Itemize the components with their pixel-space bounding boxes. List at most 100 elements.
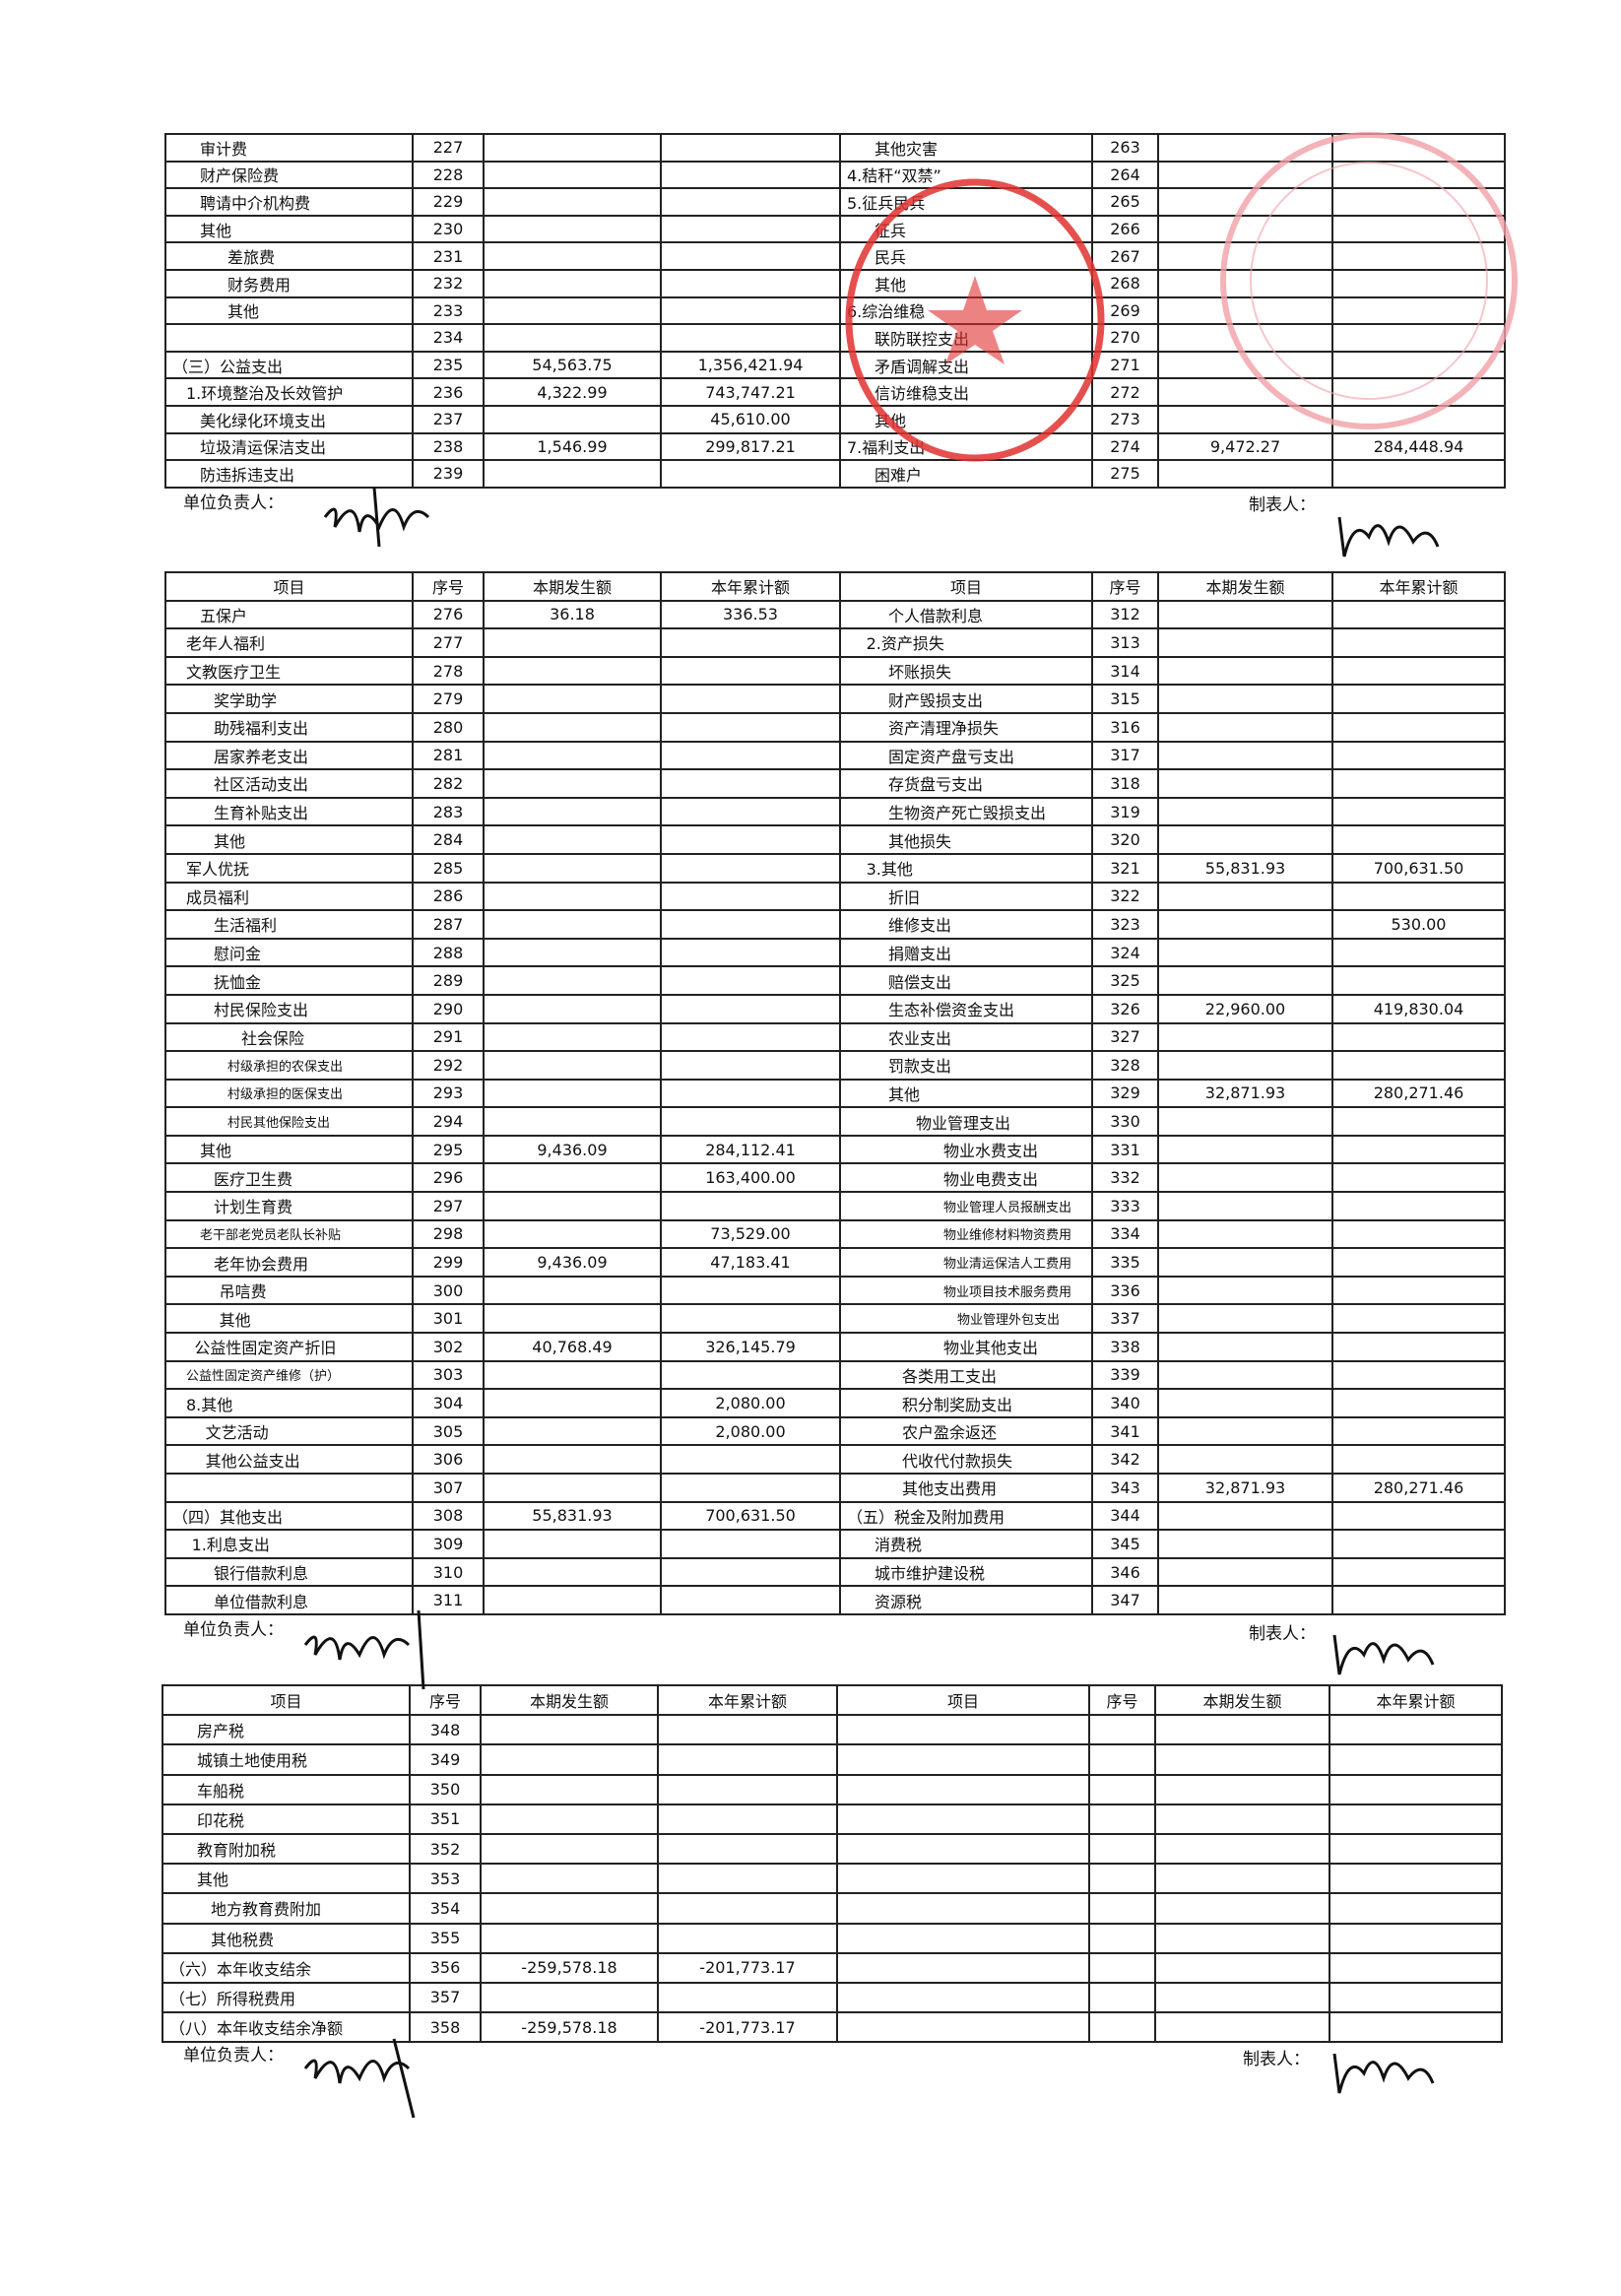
item-name: 审计费: [164, 133, 414, 163]
item-name: [836, 1743, 1090, 1776]
current-period-amount: [1154, 1714, 1330, 1746]
item-name: 其他损失: [839, 824, 1093, 855]
current-period-amount: [1157, 459, 1333, 489]
current-period-amount: [1157, 323, 1333, 353]
current-period-amount: [1157, 350, 1333, 380]
item-name: [836, 1951, 1090, 1984]
table-row: 单位借款利息 311 资源税 347: [164, 1585, 1506, 1615]
item-name: 地方教育费附加: [162, 1892, 411, 1925]
year-to-date-amount: [660, 768, 841, 799]
sequence-number: 344: [1091, 1500, 1159, 1532]
item-name: 其他: [839, 268, 1093, 298]
current-period-amount: [483, 993, 662, 1024]
sequence-number: 238: [412, 431, 485, 462]
current-period-amount: [1157, 1444, 1333, 1475]
year-to-date-amount: 299,817.21: [660, 431, 841, 462]
current-period-amount: [483, 824, 662, 855]
sequence-number: 343: [1091, 1473, 1159, 1503]
current-period-amount: [483, 1162, 662, 1194]
current-period-amount: [483, 627, 662, 658]
sequence-number: 271: [1091, 350, 1159, 380]
year-to-date-amount: [1329, 1951, 1503, 1984]
sequence-number: 265: [1091, 187, 1159, 217]
current-period-amount: [480, 1922, 659, 1954]
sequence-number: [1088, 1832, 1156, 1866]
item-name: 老年协会费用: [164, 1247, 414, 1278]
year-to-date-amount: [660, 684, 841, 714]
year-to-date-amount: [1331, 160, 1506, 190]
year-to-date-amount: [1331, 824, 1506, 855]
year-to-date-amount: 700,631.50: [660, 1500, 841, 1532]
sequence-number: [1088, 1892, 1156, 1925]
year-to-date-amount: [1331, 295, 1506, 326]
year-to-date-amount: [660, 655, 841, 687]
sequence-number: 333: [1091, 1191, 1159, 1221]
year-to-date-amount: [660, 1529, 841, 1559]
current-period-amount: [1154, 1863, 1330, 1895]
current-period-amount: [1157, 599, 1333, 630]
year-to-date-amount: [660, 268, 841, 298]
current-period-amount: 32,871.93: [1157, 1473, 1333, 1503]
item-name: [836, 1922, 1090, 1954]
item-name: 公益性固定资产维修（护）: [164, 1359, 414, 1391]
current-period-amount: [1157, 160, 1333, 190]
item-name: 防违拆违支出: [164, 459, 414, 489]
year-to-date-amount: [1331, 684, 1506, 714]
column-header: 项目: [162, 1683, 411, 1717]
year-to-date-amount: [1331, 655, 1506, 687]
sequence-number: 285: [412, 852, 485, 884]
table-row: 村民其他保险支出 294 物业管理支出 330: [164, 1106, 1506, 1137]
header-row: 项目 序号 本期发生额 本年累计额 项目 序号 本期发生额 本年累计额: [164, 571, 1506, 602]
year-to-date-amount: [660, 740, 841, 771]
item-name: 1.利息支出: [164, 1529, 414, 1559]
current-period-amount: 32,871.93: [1157, 1078, 1333, 1109]
sequence-number: 352: [409, 1832, 482, 1866]
preparer-label: 制表人：: [1243, 2050, 1310, 2069]
sequence-number: 338: [1091, 1332, 1159, 1362]
item-name: （七）所得税费用: [162, 1981, 411, 2014]
item-name: 村民其他保险支出: [164, 1106, 414, 1137]
current-period-amount: [1157, 1359, 1333, 1391]
sequence-number: 353: [409, 1863, 482, 1895]
year-to-date-amount: [1331, 965, 1506, 996]
sequence-number: 347: [1091, 1585, 1159, 1615]
item-name: 物业电费支出: [839, 1162, 1093, 1194]
year-to-date-amount: 1,356,421.94: [660, 350, 841, 380]
current-period-amount: 54,563.75: [483, 350, 662, 380]
table-row: （三）公益支出 235 54,563.75 1,356,421.94 矛盾调解支出 271: [164, 350, 1506, 380]
item-name: 联防联控支出: [839, 323, 1093, 353]
item-name: （五）税金及附加费用: [839, 1500, 1093, 1532]
year-to-date-amount: [1331, 187, 1506, 217]
sequence-number: 227: [412, 133, 485, 163]
sequence-number: 233: [412, 295, 485, 326]
sequence-number: 231: [412, 241, 485, 271]
sequence-number: [1088, 1803, 1156, 1835]
item-name: 军人优抚: [164, 852, 414, 884]
sequence-number: 345: [1091, 1529, 1159, 1559]
sequence-number: 351: [409, 1803, 482, 1835]
item-name: 助残福利支出: [164, 711, 414, 743]
year-to-date-amount: [1331, 740, 1506, 771]
table-row: 垃圾清运保洁支出 238 1,546.99 299,817.21 7.福利支出 274 9,…: [164, 431, 1506, 462]
year-to-date-amount: [1331, 1050, 1506, 1081]
year-to-date-amount: [1331, 1529, 1506, 1559]
item-name: 村民保险支出: [164, 993, 414, 1024]
sequence-number: 305: [412, 1415, 485, 1447]
table-row: 助残福利支出 280 资产清理净损失 316: [164, 711, 1506, 743]
year-to-date-amount: [660, 852, 841, 884]
table-row: （四）其他支出 308 55,831.93 700,631.50 （五）税金及附加费用 3…: [164, 1500, 1506, 1532]
sequence-number: 358: [409, 2011, 482, 2044]
current-period-amount: [480, 1773, 659, 1805]
sequence-number: 298: [412, 1218, 485, 1250]
item-name: [164, 323, 414, 353]
table-row: 成员福利 286 折旧 322: [164, 881, 1506, 912]
year-to-date-amount: [1331, 268, 1506, 298]
current-period-amount: [483, 1050, 662, 1081]
year-to-date-amount: [1331, 377, 1506, 407]
current-period-amount: [483, 711, 662, 743]
item-name: 老干部老党员老队长补贴: [164, 1218, 414, 1250]
table-row: 美化绿化环境支出 237 45,610.00 其他 273: [164, 404, 1506, 434]
item-name: 居家养老支出: [164, 740, 414, 771]
sequence-number: 281: [412, 740, 485, 771]
